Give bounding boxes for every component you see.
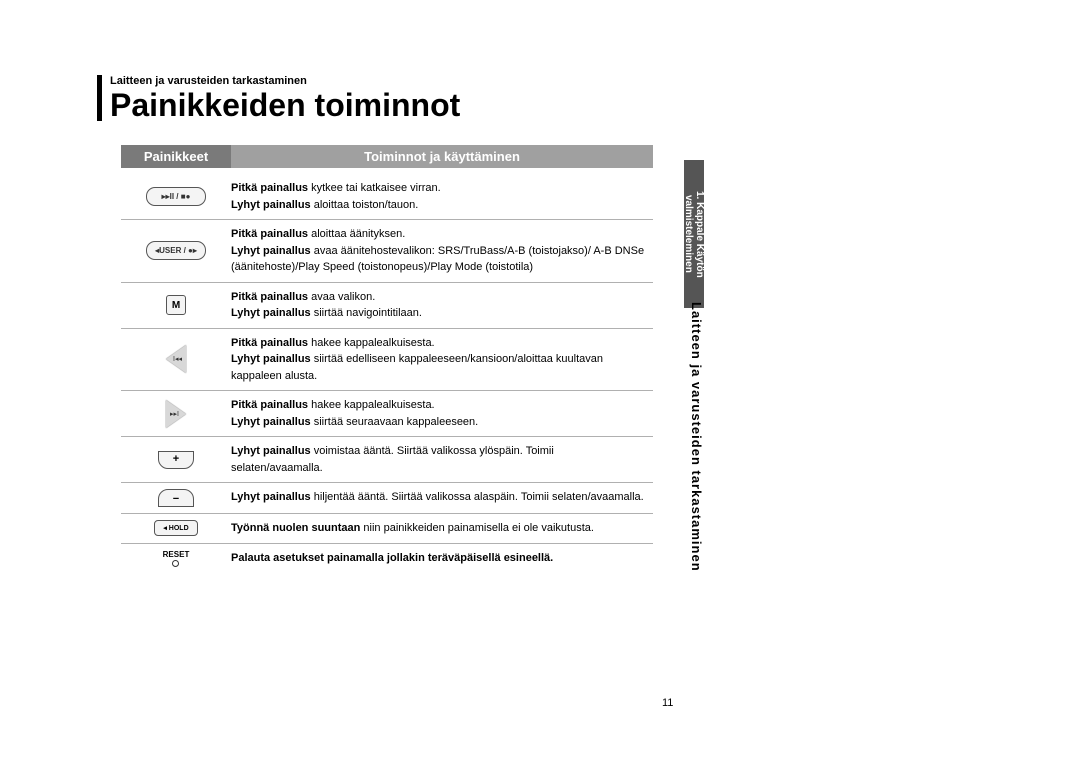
button-cell: M [121,289,231,322]
function-cell: Työnnä nuolen suuntaan niin painikkeiden… [231,520,653,537]
table-row: I◂◂ Pitkä painallus hakee kappalealkuises… [121,329,653,392]
chapter-tab: 1. Kappale Käytön valmisteleminen [684,160,704,308]
next-icon: ▸▸I [166,400,186,428]
function-line: Pitkä painallus hakee kappalealkuisesta. [231,397,647,414]
button-cell: ◂USER / ●▸ [121,226,231,276]
table-row: RESET Palauta asetukset painamalla jollak… [121,544,653,574]
function-cell: Pitkä painallus avaa valikon.Lyhyt paina… [231,289,653,322]
table-header: Painikkeet Toiminnot ja käyttäminen [121,145,653,168]
button-cell: ▸▸I [121,397,231,430]
title-block: Laitteen ja varusteiden tarkastaminen Pa… [97,75,707,121]
function-line: Pitkä painallus hakee kappalealkuisesta. [231,335,647,352]
button-cell: + [121,443,231,476]
reset-icon: RESET [163,550,190,568]
function-line: Pitkä painallus avaa valikon. [231,289,647,306]
table-row: M Pitkä painallus avaa valikon.Lyhyt pain… [121,283,653,329]
vol-down-icon: − [158,489,194,507]
function-line: Lyhyt painallus siirtää seuraavaan kappa… [231,414,647,431]
table-row: + Lyhyt painallus voimistaa ääntä. Siirtä… [121,437,653,483]
button-cell: − [121,489,231,507]
function-cell: Lyhyt painallus voimistaa ääntä. Siirtää… [231,443,653,476]
table-row: ◂USER / ●▸ Pitkä painallus aloittaa äänit… [121,220,653,283]
table-row: ▸▸I Pitkä painallus hakee kappalealkuises… [121,391,653,437]
col-header-buttons: Painikkeet [121,145,231,168]
button-icon: ◂USER / ●▸ [146,241,206,260]
hold-switch-icon: ◂ HOLD [154,520,198,536]
page-number: 11 [662,697,673,709]
function-cell: Pitkä painallus hakee kappalealkuisesta.… [231,397,653,430]
prev-icon: I◂◂ [166,345,186,373]
function-line: Pitkä painallus kytkee tai katkaisee vir… [231,180,647,197]
function-cell: Palauta asetukset painamalla jollakin te… [231,550,653,568]
button-cell: I◂◂ [121,335,231,385]
function-cell: Lyhyt painallus hiljentää ääntä. Siirtää… [231,489,653,507]
pretitle: Laitteen ja varusteiden tarkastaminen [110,75,707,87]
button-cell: ▸▸II / ■● [121,180,231,213]
function-line: Palauta asetukset painamalla jollakin te… [231,550,647,567]
function-line: Lyhyt painallus hiljentää ääntä. Siirtää… [231,489,647,506]
page-title: Painikkeiden toiminnot [110,89,707,121]
function-line: Pitkä painallus aloittaa äänityksen. [231,226,647,243]
button-cell: RESET [121,550,231,568]
function-line: Lyhyt painallus avaa äänitehostevalikon:… [231,243,647,276]
function-line: Lyhyt painallus aloittaa toiston/tauon. [231,197,647,214]
function-cell: Pitkä painallus kytkee tai katkaisee vir… [231,180,653,213]
function-line: Lyhyt painallus siirtää edelliseen kappa… [231,351,647,384]
col-header-functions: Toiminnot ja käyttäminen [231,145,653,168]
button-icon: ▸▸II / ■● [146,187,206,206]
table-row: ◂ HOLD Työnnä nuolen suuntaan niin painik… [121,514,653,544]
vol-up-icon: + [158,451,194,469]
function-cell: Pitkä painallus hakee kappalealkuisesta.… [231,335,653,385]
button-cell: ◂ HOLD [121,520,231,537]
button-table: Painikkeet Toiminnot ja käyttäminen ▸▸II… [121,145,653,573]
function-line: Lyhyt painallus siirtää navigointitilaan… [231,305,647,322]
function-line: Työnnä nuolen suuntaan niin painikkeiden… [231,520,647,537]
function-line: Lyhyt painallus voimistaa ääntä. Siirtää… [231,443,647,476]
table-row: ▸▸II / ■● Pitkä painallus kytkee tai katk… [121,174,653,220]
button-icon: M [166,295,186,315]
function-cell: Pitkä painallus aloittaa äänityksen.Lyhy… [231,226,653,276]
table-row: − Lyhyt painallus hiljentää ääntä. Siirtä… [121,483,653,514]
section-side-label: Laitteen ja varusteiden tarkastaminen [684,302,704,572]
